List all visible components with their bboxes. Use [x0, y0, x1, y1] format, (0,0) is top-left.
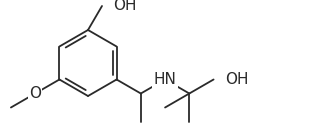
Text: OH: OH — [226, 72, 249, 87]
Text: O: O — [29, 86, 41, 101]
Text: HN: HN — [154, 72, 177, 87]
Text: OH: OH — [113, 0, 136, 12]
